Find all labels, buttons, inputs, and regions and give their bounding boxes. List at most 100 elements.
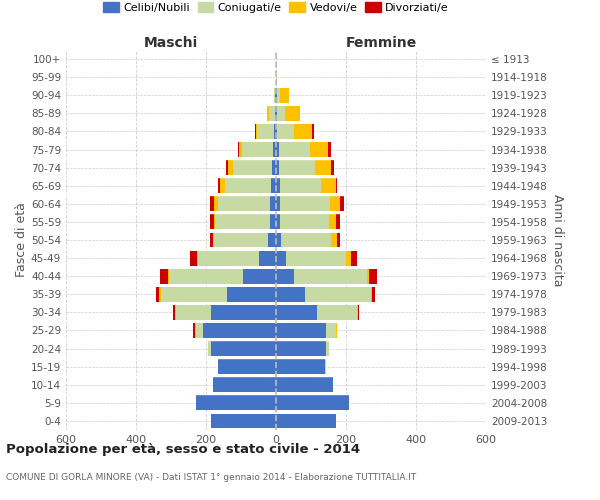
Bar: [211, 414, 276, 428]
Text: Femmine: Femmine: [346, 36, 416, 50]
Bar: [198, 250, 259, 266]
Bar: [233, 160, 272, 175]
Bar: [280, 214, 329, 230]
Y-axis label: Fasce di età: Fasce di età: [15, 202, 28, 278]
Bar: [169, 269, 243, 283]
Bar: [326, 323, 335, 338]
Bar: [276, 88, 277, 102]
Bar: [340, 196, 344, 211]
Bar: [239, 142, 242, 157]
Bar: [242, 142, 273, 157]
Bar: [270, 196, 276, 211]
Bar: [208, 341, 211, 356]
Bar: [268, 232, 276, 248]
Bar: [329, 214, 336, 230]
Bar: [271, 178, 276, 193]
Bar: [175, 305, 176, 320]
Bar: [276, 232, 281, 248]
Bar: [277, 106, 285, 121]
Bar: [195, 323, 196, 338]
Bar: [274, 124, 276, 139]
Bar: [294, 269, 367, 283]
Bar: [274, 88, 275, 102]
Bar: [346, 250, 351, 266]
Bar: [203, 323, 276, 338]
Bar: [227, 287, 276, 302]
Bar: [270, 214, 276, 230]
Text: Maschi: Maschi: [144, 36, 198, 50]
Bar: [305, 287, 371, 302]
Bar: [310, 142, 328, 157]
Bar: [276, 269, 294, 283]
Bar: [276, 414, 336, 428]
Bar: [321, 178, 335, 193]
Bar: [330, 196, 340, 211]
Text: COMUNE DI GORLA MINORE (VA) - Dati ISTAT 1° gennaio 2014 - Elaborazione TUTTITAL: COMUNE DI GORLA MINORE (VA) - Dati ISTAT…: [6, 472, 416, 482]
Bar: [218, 196, 270, 211]
Bar: [275, 88, 276, 102]
Bar: [210, 196, 214, 211]
Bar: [276, 396, 349, 410]
Bar: [276, 305, 317, 320]
Bar: [259, 250, 276, 266]
Bar: [190, 250, 197, 266]
Bar: [176, 305, 211, 320]
Bar: [328, 142, 331, 157]
Bar: [367, 269, 370, 283]
Bar: [276, 160, 279, 175]
Bar: [358, 305, 359, 320]
Bar: [218, 178, 220, 193]
Bar: [256, 124, 257, 139]
Bar: [280, 178, 321, 193]
Bar: [213, 378, 276, 392]
Bar: [276, 250, 286, 266]
Bar: [314, 160, 331, 175]
Bar: [214, 232, 268, 248]
Bar: [159, 287, 161, 302]
Bar: [212, 232, 214, 248]
Bar: [356, 305, 358, 320]
Bar: [197, 250, 198, 266]
Bar: [276, 341, 326, 356]
Bar: [228, 160, 233, 175]
Bar: [225, 178, 271, 193]
Bar: [370, 269, 377, 283]
Bar: [215, 214, 270, 230]
Bar: [196, 323, 203, 338]
Bar: [331, 232, 337, 248]
Y-axis label: Anni di nascita: Anni di nascita: [551, 194, 564, 286]
Bar: [276, 196, 280, 211]
Bar: [257, 124, 274, 139]
Bar: [269, 106, 275, 121]
Bar: [238, 142, 239, 157]
Bar: [351, 250, 357, 266]
Bar: [325, 359, 326, 374]
Bar: [156, 287, 159, 302]
Bar: [337, 232, 340, 248]
Bar: [294, 124, 313, 139]
Bar: [335, 323, 337, 338]
Bar: [280, 88, 289, 102]
Text: Popolazione per età, sesso e stato civile - 2014: Popolazione per età, sesso e stato civil…: [6, 442, 360, 456]
Bar: [193, 323, 195, 338]
Bar: [277, 88, 280, 102]
Bar: [214, 196, 218, 211]
Bar: [273, 142, 276, 157]
Bar: [279, 142, 310, 157]
Bar: [276, 378, 332, 392]
Bar: [272, 160, 276, 175]
Bar: [276, 287, 305, 302]
Bar: [214, 214, 215, 230]
Bar: [371, 287, 372, 302]
Bar: [210, 214, 214, 230]
Bar: [210, 232, 212, 248]
Bar: [285, 106, 300, 121]
Bar: [220, 178, 225, 193]
Bar: [276, 106, 277, 121]
Bar: [267, 106, 269, 121]
Bar: [281, 232, 331, 248]
Bar: [372, 287, 374, 302]
Bar: [211, 341, 276, 356]
Bar: [280, 196, 330, 211]
Bar: [335, 178, 337, 193]
